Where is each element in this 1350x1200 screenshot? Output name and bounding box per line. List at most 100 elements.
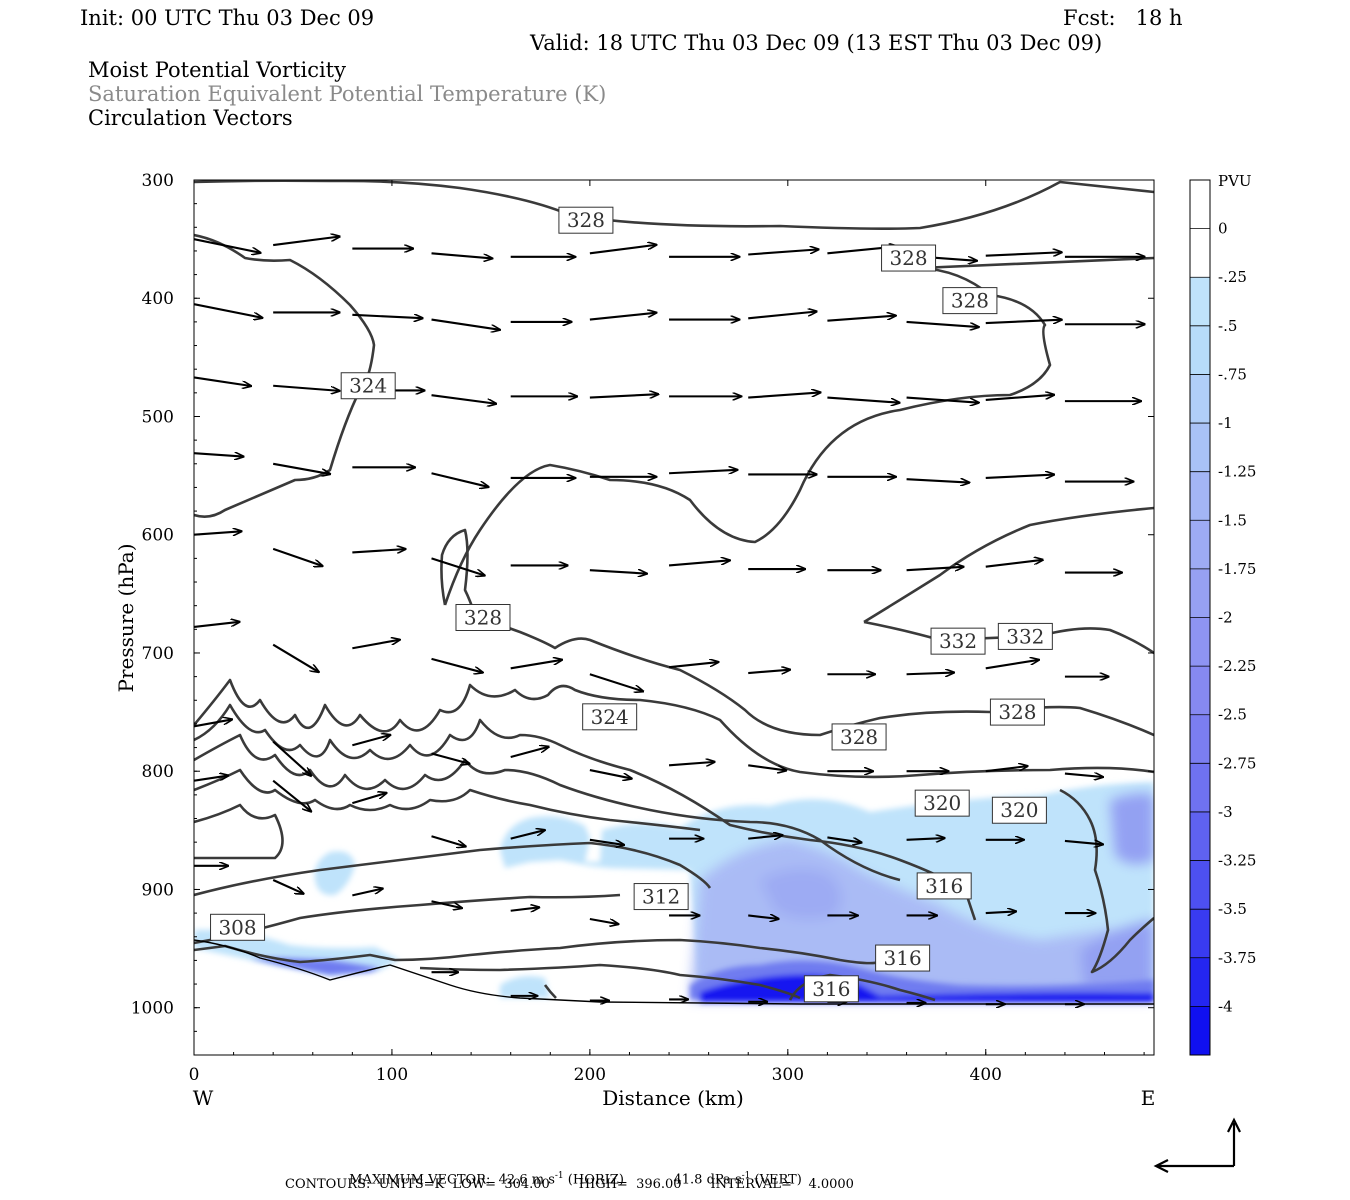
- colorbar-segment: [1190, 180, 1210, 230]
- circulation-vector: [431, 900, 462, 908]
- colorbar-label: -2: [1218, 609, 1233, 627]
- contour-label-text: 328: [567, 208, 605, 232]
- contour-324-wave: [194, 678, 1154, 779]
- contour-labels: 328 328 328 324 328 332 332 324 328 328 320 320 316 3…: [210, 206, 1053, 1003]
- y-tick-label: 1000: [131, 999, 174, 1019]
- colorbar-segment: [1190, 520, 1210, 570]
- contour-label: 316: [803, 975, 859, 1003]
- circulation-vector: [748, 670, 790, 673]
- circulation-vector: [985, 560, 1043, 568]
- colorbar-segment: [1190, 471, 1210, 521]
- colorbar-label: -.75: [1218, 365, 1247, 383]
- colorbar-label: -3.75: [1218, 949, 1256, 967]
- circulation-vector: [194, 238, 261, 253]
- east-label: E: [1141, 1086, 1156, 1110]
- circulation-vector: [748, 312, 816, 320]
- valid-time: Valid: 18 UTC Thu 03 Dec 09 (13 EST Thu …: [530, 31, 1103, 55]
- x-tick-label: 200: [574, 1065, 606, 1085]
- colorbar-label: -1.75: [1218, 560, 1256, 578]
- circulation-vector: [510, 907, 540, 910]
- theta-es-contours: [194, 180, 1154, 1002]
- circulation-vector: [1064, 841, 1103, 844]
- x-tick-label: 0: [189, 1065, 200, 1085]
- west-label: W: [193, 1086, 214, 1110]
- circulation-vector: [431, 472, 489, 487]
- contour-label-box: [340, 372, 396, 400]
- horiz-unit: (HORIZ): [567, 1172, 624, 1188]
- circulation-vector: [194, 622, 240, 629]
- vert-exponent: -1: [741, 1171, 751, 1181]
- contour-label-text: 328: [840, 725, 878, 749]
- mpv-mid-region3: [1110, 793, 1154, 864]
- contour-label: 316: [875, 944, 931, 972]
- circulation-vector: [668, 662, 718, 669]
- circulation-vector: [668, 560, 730, 567]
- colorbar-segment: [1190, 860, 1210, 910]
- circulation-vector: [748, 764, 786, 770]
- contour-320-east: [1059, 788, 1154, 974]
- contour-label-box: [803, 975, 859, 1003]
- circulation-vector: [589, 570, 647, 573]
- y-tick-label: 700: [142, 644, 174, 664]
- contour-label-text: 332: [1006, 624, 1044, 648]
- circulation-vector: [431, 835, 466, 846]
- x-tick-label: 100: [376, 1065, 408, 1085]
- mpv-deep-region-west: [250, 958, 380, 975]
- circulation-vector: [985, 395, 1054, 401]
- colorbar-label: 0: [1218, 220, 1228, 238]
- forecast-hour: Fcst: 18 h: [1063, 6, 1183, 30]
- vert-unit: (VERT): [754, 1172, 802, 1188]
- colorbar-segment: [1190, 811, 1210, 862]
- circulation-vector: [589, 313, 657, 321]
- max-vector-line: MAXIMUM VECTOR: 42.6 m s-1 (HORIZ) 41.8 …: [341, 1159, 802, 1188]
- circulation-vector: [827, 316, 895, 322]
- contour-label-box: [558, 206, 614, 234]
- circulation-vector: [748, 915, 778, 918]
- field-title-vectors: Circulation Vectors: [88, 106, 293, 130]
- circulation-vector: [906, 673, 955, 675]
- y-tick-label: 400: [142, 289, 174, 309]
- colorbar-segment: [1190, 1006, 1210, 1056]
- contour-label: 324: [340, 372, 396, 400]
- contour-300: [419, 963, 801, 1000]
- mpv-light-region-surface2: [500, 976, 550, 998]
- colorbar-label: -1: [1218, 414, 1233, 432]
- contour-332: [863, 506, 1154, 624]
- contour-328-top: [194, 180, 1154, 230]
- circulation-vector: [589, 245, 657, 255]
- circulation-vector: [668, 470, 737, 475]
- circulation-vector: [272, 740, 311, 776]
- colorbar-segment: [1190, 957, 1210, 1007]
- circulation-vector: [272, 547, 322, 566]
- circulation-vector: [668, 762, 715, 765]
- contour-328-mid: [443, 256, 1154, 606]
- y-tick-label: 300: [142, 171, 174, 191]
- circulation-vector: [589, 838, 624, 845]
- circulation-vector: [985, 475, 1054, 480]
- colorbar-label: -.25: [1218, 268, 1247, 286]
- contour-312-wave: [194, 768, 701, 832]
- mpv-shading: [194, 782, 1154, 1002]
- contour-label-box: [991, 796, 1047, 824]
- contour-label-box: [455, 604, 511, 631]
- circulation-vector: [431, 657, 483, 673]
- circulation-vector: [194, 719, 232, 728]
- contour-label-text: 328: [998, 700, 1036, 724]
- contour-label-box: [881, 244, 937, 272]
- contour-label-text: 320: [1000, 798, 1038, 822]
- colorbar-label: -3: [1218, 803, 1233, 821]
- contour-label: 332: [930, 627, 986, 655]
- contour-label: 320: [991, 796, 1047, 824]
- circulation-vector: [906, 320, 979, 327]
- circulation-vector: [431, 394, 497, 404]
- circulation-vector: [906, 479, 970, 482]
- circulation-vector: [589, 673, 643, 691]
- circulation-vector: [272, 462, 330, 474]
- contour-label-text: 316: [884, 946, 922, 970]
- contour-label-text: 312: [642, 885, 680, 909]
- contour-label-box: [914, 789, 970, 817]
- contour-label-box: [916, 872, 972, 900]
- circulation-vector: [272, 879, 303, 894]
- contour-312: [194, 841, 712, 897]
- colorbar-segment: [1190, 228, 1210, 278]
